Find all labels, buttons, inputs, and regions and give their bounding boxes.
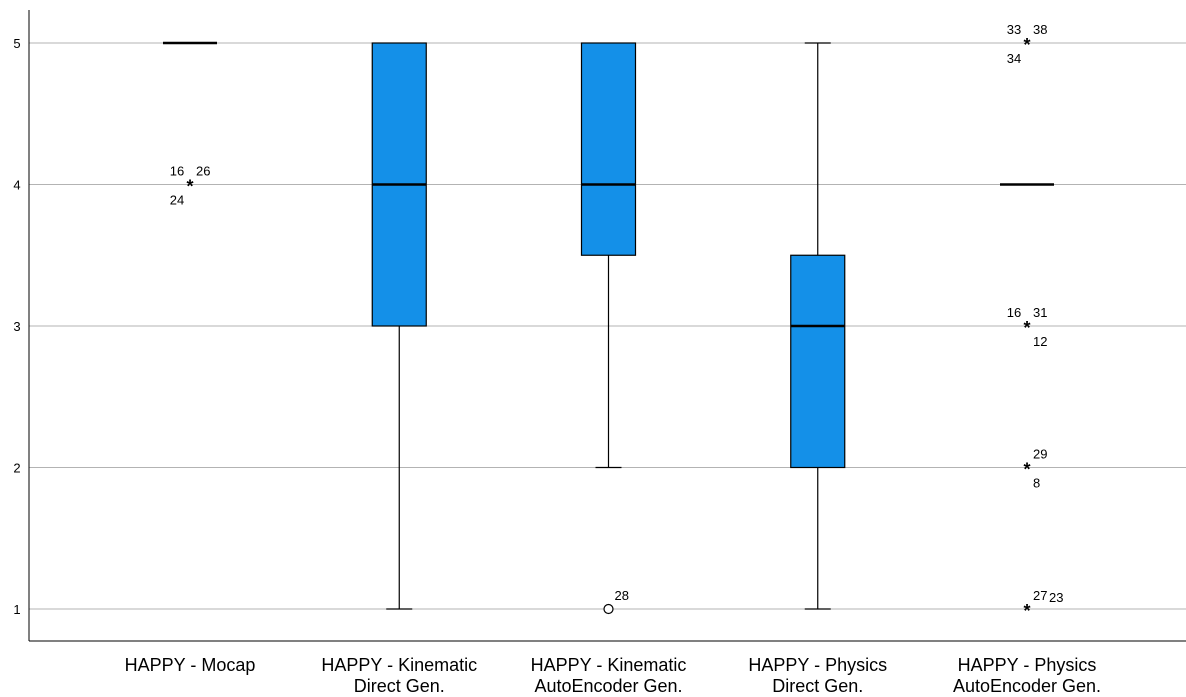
box-group <box>580 42 637 469</box>
x-category-label: HAPPY - Physics <box>748 655 887 675</box>
x-category-label-line2: Direct Gen. <box>772 676 863 696</box>
outlier: *16 31 12 <box>1007 305 1048 349</box>
x-category-label-line2: Direct Gen. <box>354 676 445 696</box>
outlier-circle-marker <box>603 603 614 615</box>
outlier-case-label: 8 <box>1033 476 1040 491</box>
outlier-case-label: 16 <box>1007 305 1021 320</box>
outlier-star-marker: * <box>1023 601 1030 621</box>
box-group <box>790 42 846 610</box>
outlier-case-label: 26 <box>196 164 210 179</box>
x-category-label: HAPPY - Kinematic <box>321 655 477 675</box>
outlier: *29 8 <box>1023 447 1047 491</box>
outlier: 28 <box>603 588 629 615</box>
box <box>790 254 846 469</box>
x-category-label: HAPPY - Mocap <box>125 655 256 675</box>
outlier-star-marker: * <box>1023 318 1030 338</box>
x-category-label: HAPPY - Kinematic <box>531 655 687 675</box>
outlier-case-label: 29 <box>1033 447 1047 462</box>
x-category-label: HAPPY - Physics <box>958 655 1097 675</box>
x-category-label-line2: AutoEncoder Gen. <box>534 676 682 696</box>
outlier: *27 23 <box>1023 588 1063 621</box>
outlier-case-label: 34 <box>1007 51 1021 66</box>
y-tick-label: 5 <box>13 36 20 51</box>
axes <box>28 10 1186 642</box>
y-tick-label: 1 <box>13 602 20 617</box>
outlier-star-marker: * <box>1023 460 1030 480</box>
boxes <box>163 41 1054 610</box>
outlier-case-label: 12 <box>1033 334 1047 349</box>
y-tick-label: 3 <box>13 319 20 334</box>
outlier: *33 38 34 <box>1007 22 1048 66</box>
outlier-case-label: 27 <box>1033 588 1047 603</box>
outlier-case-label: 31 <box>1033 305 1047 320</box>
outlier-case-label: 24 <box>170 193 184 208</box>
box <box>580 42 637 256</box>
x-category-label-line2: AutoEncoder Gen. <box>953 676 1101 696</box>
outlier-case-label: 38 <box>1033 22 1047 37</box>
outlier-star-marker: * <box>1023 35 1030 55</box>
outlier-star-marker: * <box>186 177 193 197</box>
outlier-case-label: 28 <box>615 588 629 603</box>
outlier-case-label: 33 <box>1007 22 1021 37</box>
outlier-case-label: 16 <box>170 164 184 179</box>
outlier-case-label: 23 <box>1049 590 1063 605</box>
outlier: *16 26 24 <box>170 164 211 208</box>
y-tick-labels: 1 2 3 4 5 <box>13 36 20 617</box>
y-tick-label: 2 <box>13 461 20 476</box>
box-group <box>371 42 427 610</box>
y-tick-label: 4 <box>13 178 20 193</box>
